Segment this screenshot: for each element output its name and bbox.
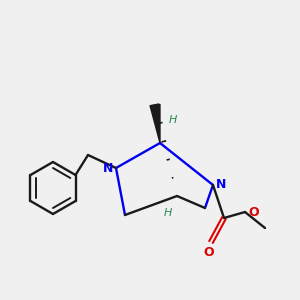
- Text: O: O: [204, 246, 214, 259]
- Text: O: O: [248, 206, 259, 218]
- Text: N: N: [103, 161, 113, 175]
- Text: H: H: [169, 115, 177, 125]
- Polygon shape: [150, 104, 160, 143]
- Text: N: N: [216, 178, 226, 191]
- Text: H: H: [164, 208, 172, 218]
